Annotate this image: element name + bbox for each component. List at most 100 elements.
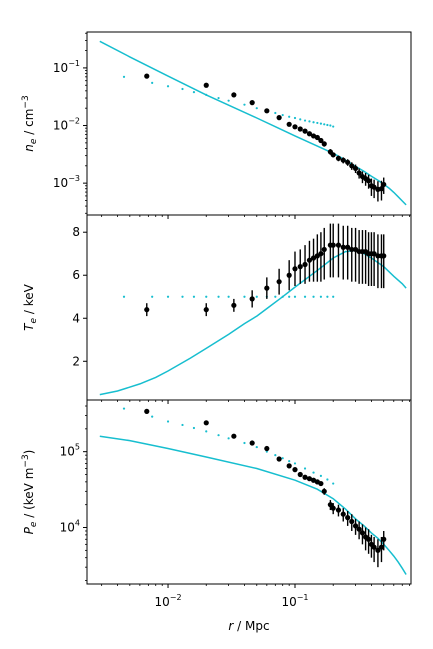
tick-exponent: −1 — [297, 593, 309, 602]
data-point — [144, 307, 150, 313]
y-tick-label: 4 — [72, 311, 80, 325]
data-point — [335, 155, 342, 161]
model-point — [217, 96, 220, 100]
model-point — [303, 467, 307, 470]
data-point — [144, 408, 150, 414]
model-point — [319, 122, 323, 125]
data-point — [340, 511, 346, 517]
model-point — [122, 295, 126, 298]
model-point — [274, 111, 277, 115]
model-point — [255, 445, 258, 449]
data-point — [365, 536, 372, 542]
model-point — [274, 454, 277, 457]
data-point — [276, 115, 282, 121]
data-point — [231, 92, 237, 98]
data-point — [330, 242, 336, 248]
xlabel-unit: / Mpc — [233, 619, 269, 633]
data-point — [349, 246, 355, 253]
model-point — [227, 437, 230, 440]
model-point — [217, 434, 220, 437]
model-point — [181, 87, 184, 91]
model-point — [326, 478, 329, 481]
data-point — [321, 141, 327, 147]
model-line — [99, 40, 407, 206]
data-point — [306, 257, 313, 263]
model-point — [122, 407, 126, 410]
ylabel-subscript: e — [29, 318, 39, 324]
data-point — [276, 456, 282, 462]
ylabel-unit: / keV — [22, 283, 36, 318]
ylabel-unit: / cm — [22, 109, 36, 139]
model-point — [227, 99, 230, 102]
model-point — [181, 423, 184, 427]
plot-area — [99, 223, 407, 396]
model-line — [99, 249, 407, 396]
data-point — [203, 307, 209, 313]
model-point — [243, 441, 246, 445]
model-point — [122, 75, 126, 78]
x-tick-label: 10−2 — [154, 593, 181, 609]
ylabel-superscript: −3 — [21, 454, 31, 467]
model-point — [288, 460, 291, 463]
data-point — [340, 157, 346, 163]
model-point — [166, 420, 170, 423]
model-point — [281, 457, 284, 460]
data-point — [292, 467, 298, 473]
model-point — [166, 85, 170, 88]
data-point — [297, 264, 303, 270]
model-point — [332, 125, 335, 128]
ylabel-symbol: P — [22, 526, 36, 534]
tick-base: 10 — [53, 176, 68, 190]
model-point — [293, 116, 297, 120]
data-point — [302, 474, 308, 480]
model-point — [303, 119, 307, 122]
data-point — [352, 165, 359, 172]
data-point — [378, 544, 385, 550]
data-point — [345, 515, 351, 521]
model-point — [192, 426, 196, 430]
tick-exponent: −2 — [68, 117, 80, 126]
y-tick-label: 6 — [72, 268, 80, 282]
data-point — [286, 121, 292, 127]
model-point — [329, 124, 332, 127]
model-line — [99, 435, 407, 575]
y-tick-label: 10−1 — [53, 59, 80, 75]
data-point — [345, 159, 351, 165]
x-axis-label: r / Mpc — [228, 619, 269, 633]
data-point — [318, 137, 324, 144]
model-point — [332, 295, 335, 298]
model-point — [308, 120, 311, 123]
model-point — [312, 121, 315, 124]
data-point — [302, 261, 308, 268]
data-point — [249, 440, 255, 446]
tick-base: 10 — [60, 521, 75, 535]
ylabel-subscript: e — [29, 521, 39, 527]
model-point — [323, 123, 326, 126]
model-point — [205, 295, 208, 298]
data-point — [381, 253, 387, 259]
y-tick-label: 105 — [60, 443, 80, 459]
model-point — [316, 121, 319, 125]
data-point — [144, 73, 150, 79]
data-point — [314, 134, 320, 141]
y-axis-label: Pe / (keV m−3) — [21, 450, 39, 535]
ylabel-close: ) — [22, 450, 36, 455]
data-point — [302, 128, 308, 134]
data-point — [371, 251, 377, 257]
tick-exponent: −2 — [170, 593, 182, 602]
ylabel-symbol: T — [22, 322, 36, 331]
tick-exponent: −1 — [68, 59, 80, 68]
data-point — [264, 445, 270, 452]
y-tick-label: 8 — [72, 225, 80, 239]
model-point — [326, 295, 329, 298]
data-point — [330, 152, 336, 158]
model-point — [192, 295, 196, 298]
data-point — [371, 184, 377, 190]
ylabel-unit: / (keV m — [22, 468, 36, 522]
tick-base: 10 — [154, 595, 169, 609]
data-point — [321, 246, 327, 253]
ylabel-superscript: −3 — [21, 95, 31, 108]
data-point — [231, 433, 237, 439]
